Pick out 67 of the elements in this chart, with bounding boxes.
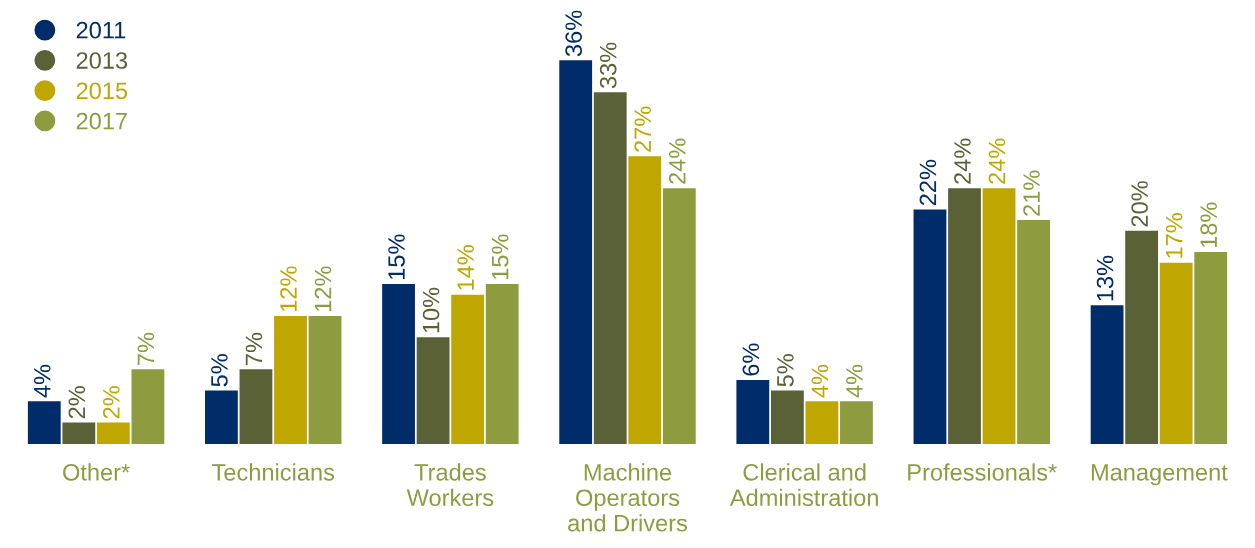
- bar: [1159, 262, 1193, 444]
- data-label: 33%: [599, 42, 617, 89]
- data-label: 6%: [742, 343, 760, 376]
- data-label: 24%: [954, 138, 971, 184]
- bar: [382, 284, 415, 444]
- bar: [416, 337, 450, 444]
- data-label: 14%: [457, 245, 474, 290]
- bar: [662, 188, 696, 444]
- data-label: 20%: [1131, 181, 1148, 227]
- bar: [62, 422, 96, 444]
- bar: [96, 422, 130, 444]
- data-label: 27%: [634, 106, 652, 152]
- data-label: 22%: [919, 159, 937, 206]
- data-label: 5%: [211, 354, 228, 387]
- bar: [27, 401, 61, 444]
- data-label: 18%: [1200, 202, 1218, 248]
- data-label: 12%: [280, 266, 297, 312]
- bar: [205, 390, 238, 444]
- data-label: 15%: [388, 234, 405, 280]
- data-label: 2%: [102, 386, 120, 419]
- bar: [840, 401, 873, 444]
- data-label: 5%: [777, 354, 794, 387]
- data-label: 21%: [1023, 170, 1040, 216]
- data-label: 2%: [68, 386, 86, 419]
- bar: [805, 401, 839, 444]
- bar: [913, 209, 947, 444]
- bar: [1017, 220, 1050, 444]
- bar: [948, 188, 981, 444]
- x-tick-label: Machine Operators and Drivers: [568, 463, 688, 532]
- bar: [451, 294, 485, 444]
- data-label: 24%: [988, 138, 1006, 184]
- data-label: 17%: [1165, 213, 1183, 258]
- bar: [239, 369, 273, 444]
- bar: [1194, 252, 1228, 444]
- bar: [131, 369, 165, 444]
- x-tick-label: Management: [1091, 464, 1228, 486]
- data-label: 36%: [565, 10, 583, 57]
- x-tick-label: Clerical and Administration: [729, 463, 878, 507]
- bar: [308, 316, 342, 444]
- x-tick-label: Professionals*: [908, 463, 1057, 481]
- data-label: 4%: [846, 364, 863, 398]
- x-tick-label: Technicians: [212, 463, 335, 481]
- bar: [628, 156, 662, 444]
- bar: [1125, 230, 1159, 444]
- legend-label: 2017: [76, 112, 127, 130]
- bar: [274, 316, 307, 444]
- bar: [736, 379, 770, 444]
- data-label: 13%: [1096, 255, 1114, 301]
- bar: [485, 284, 519, 444]
- data-label: 7%: [137, 332, 155, 365]
- data-label: 4%: [34, 364, 51, 398]
- bar: [982, 188, 1016, 444]
- bar: [593, 92, 627, 444]
- data-label: 24%: [668, 138, 686, 184]
- data-label: 15%: [491, 234, 509, 280]
- x-tick-label: Trades Workers: [406, 463, 494, 507]
- x-tick-label: Other*: [63, 463, 130, 481]
- legend-label: 2013: [76, 52, 128, 69]
- data-label: 4%: [811, 364, 829, 398]
- legend-label: 2015: [76, 82, 128, 100]
- bar: [559, 60, 593, 444]
- data-label: 12%: [314, 266, 332, 312]
- data-label: 10%: [422, 287, 440, 333]
- bar: [1090, 305, 1124, 444]
- data-label: 7%: [245, 332, 263, 365]
- legend-label: 2011: [76, 21, 126, 39]
- bar: [770, 390, 804, 444]
